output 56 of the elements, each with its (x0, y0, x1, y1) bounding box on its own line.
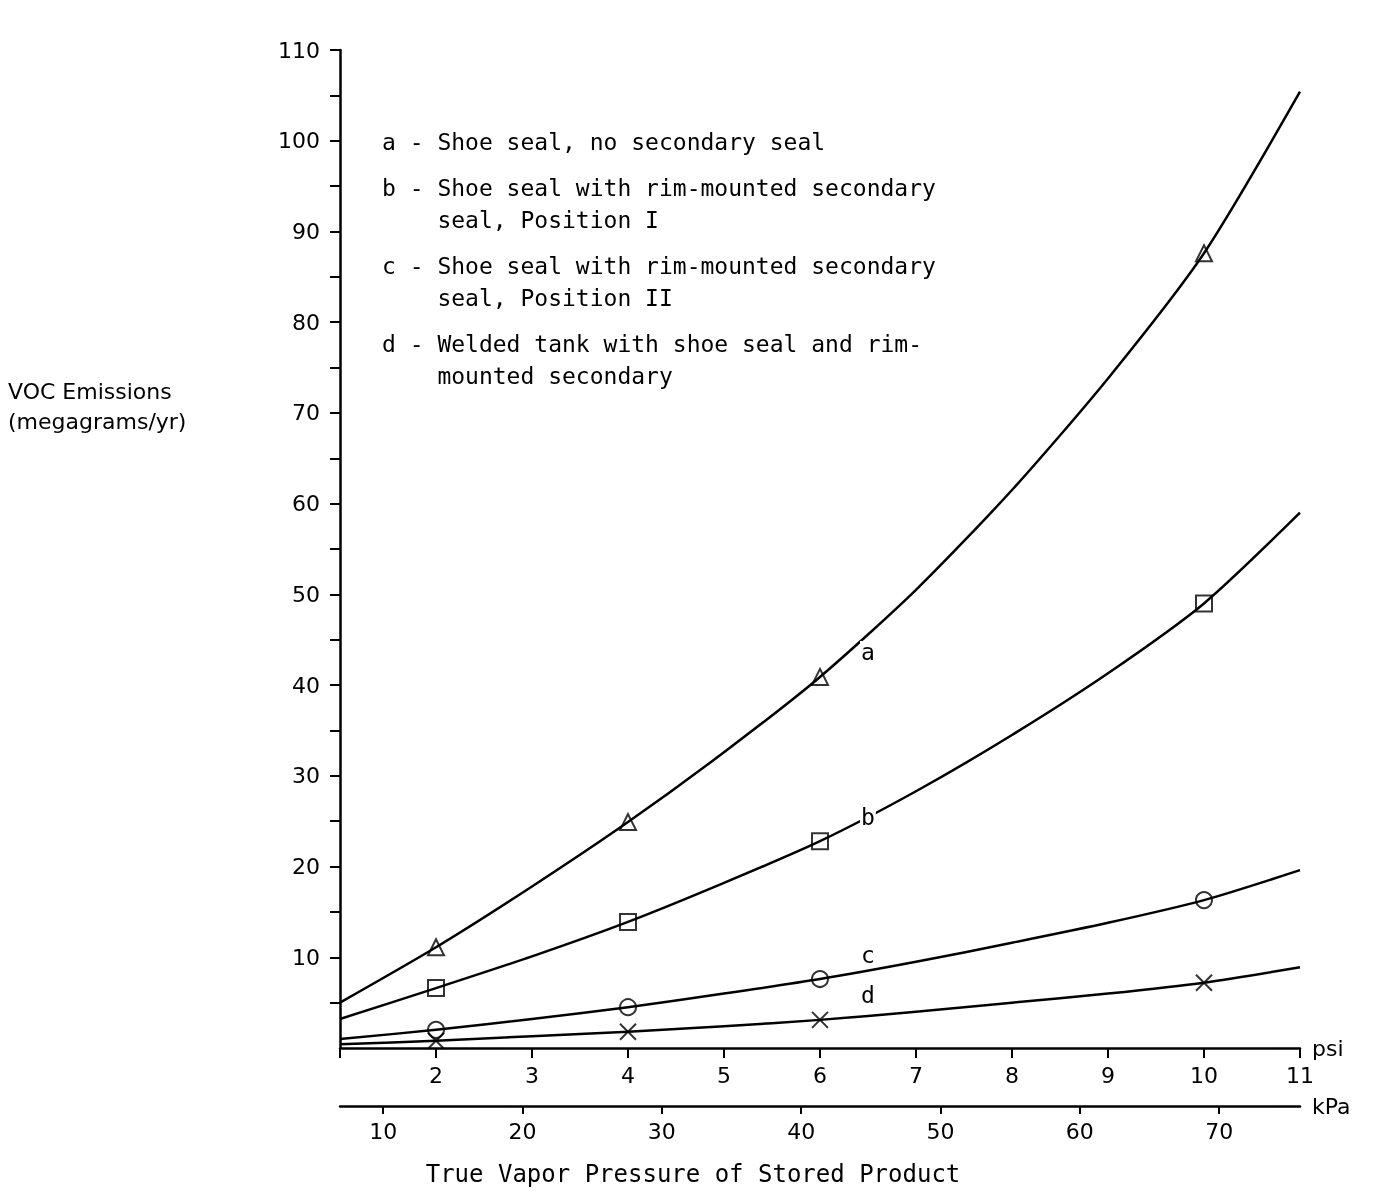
x2-tick-label: 60 (1065, 1118, 1094, 1144)
series-label: c (861, 941, 875, 968)
y-tick-label: 40 (292, 672, 320, 698)
point (427, 979, 445, 998)
y-tick-label: 100 (278, 128, 320, 154)
series-label: b (861, 803, 875, 830)
point (1195, 594, 1213, 613)
point (811, 832, 829, 851)
annotation: b - Shoe seal with rim-mounted secondary seal, Position I (382, 175, 936, 233)
y-tick-label: 70 (292, 400, 320, 426)
point (1195, 244, 1213, 263)
annotation: a - Shoe seal, no secondary seal (382, 129, 826, 155)
point (1195, 973, 1213, 992)
x-tick-label: 10 (1190, 1062, 1218, 1088)
point (1195, 891, 1213, 910)
x-tick-label: 4 (621, 1062, 635, 1088)
x2-tick-label: 50 (926, 1118, 955, 1144)
x-tick-label: 5 (717, 1062, 731, 1088)
text: True Vapor Pressure of Stored Product (425, 1160, 961, 1188)
y-tick-label: 90 (292, 218, 320, 244)
x2-tick-label: 40 (787, 1118, 816, 1144)
x-tick-label: 11 (1286, 1062, 1314, 1088)
point (619, 1022, 637, 1041)
point (619, 998, 637, 1017)
x-tick-label: 8 (1005, 1062, 1019, 1088)
y-axis-title: VOC Emissions (megagrams/yr) (8, 378, 187, 434)
point (619, 813, 637, 832)
x-tick-label: 7 (909, 1062, 923, 1088)
x-tick-label: 9 (1101, 1062, 1115, 1088)
annotation: c - Shoe seal with rim-mounted secondary seal, Position II (382, 253, 936, 311)
point (427, 938, 445, 957)
y-tick-label: 110 (278, 37, 320, 63)
x-axis-title: psi (1312, 1035, 1344, 1061)
point (811, 667, 829, 686)
annotation: d - Welded tank with shoe seal and rim- mounted secondary (382, 331, 923, 389)
point (427, 1020, 445, 1039)
point (811, 970, 829, 989)
x2-tick-label: 70 (1205, 1118, 1234, 1144)
x2-tick-label: 20 (508, 1118, 537, 1144)
x-tick-label: 3 (525, 1062, 539, 1088)
y-tick-label: 10 (292, 944, 320, 970)
point (811, 1010, 829, 1029)
y-tick-label: 20 (292, 854, 320, 880)
x2-tick-label: 30 (647, 1118, 676, 1144)
x-tick-label: 6 (813, 1062, 827, 1088)
y-tick-label: 80 (292, 309, 320, 335)
point (427, 1031, 445, 1050)
point (619, 912, 637, 931)
series-label: a (861, 639, 875, 666)
series-label: d (861, 982, 875, 1009)
y-tick-label: 50 (292, 581, 320, 607)
x2-axis-title: kPa (1312, 1093, 1351, 1119)
x2-tick-label: 10 (369, 1118, 398, 1144)
y-tick-label: 30 (292, 763, 320, 789)
y-tick-label: 60 (292, 491, 320, 517)
x-tick-label: 2 (429, 1062, 443, 1088)
